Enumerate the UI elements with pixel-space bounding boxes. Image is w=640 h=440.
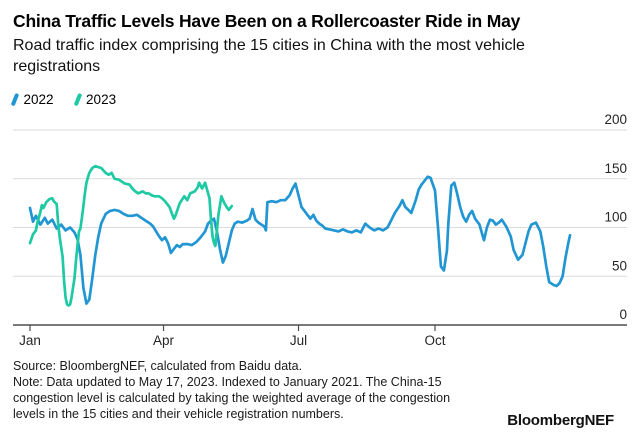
- legend-item-2022: 2022: [10, 92, 54, 107]
- source-line: Source: BloombergNEF, calculated from Ba…: [13, 359, 303, 373]
- note-line-3: levels in the 15 cities and their vehicl…: [13, 407, 344, 421]
- legend-item-2023: 2023: [73, 92, 117, 107]
- legend-label-2022: 2022: [23, 92, 54, 107]
- svg-text:0: 0: [619, 307, 627, 322]
- chart-header: China Traffic Levels Have Been on a Roll…: [13, 10, 627, 77]
- svg-text:Apr: Apr: [153, 333, 175, 348]
- svg-text:200: 200: [604, 112, 627, 127]
- svg-text:Jan: Jan: [19, 333, 41, 348]
- svg-text:100: 100: [604, 210, 627, 225]
- svg-text:Oct: Oct: [424, 333, 445, 348]
- chart-subtitle: Road traffic index comprising the 15 cit…: [13, 37, 525, 75]
- bloombergnef-logo: BloombergNEF: [507, 412, 614, 429]
- note-line-1: Note: Data updated to May 17, 2023. Inde…: [13, 375, 442, 389]
- legend-label-2023: 2023: [86, 92, 117, 107]
- chart-legend: 2022 2023: [10, 92, 117, 107]
- svg-text:150: 150: [604, 161, 627, 176]
- svg-text:Jul: Jul: [290, 333, 307, 348]
- note-line-2: congestion level is calculated by taking…: [13, 391, 451, 405]
- traffic-line-chart: 0 50 100 150 200 Jan Apr Jul Oct: [13, 112, 627, 348]
- svg-text:50: 50: [612, 258, 627, 273]
- page-title: China Traffic Levels Have Been on a Roll…: [13, 11, 521, 31]
- chart-footnote: Source: BloombergNEF, calculated from Ba…: [13, 358, 633, 422]
